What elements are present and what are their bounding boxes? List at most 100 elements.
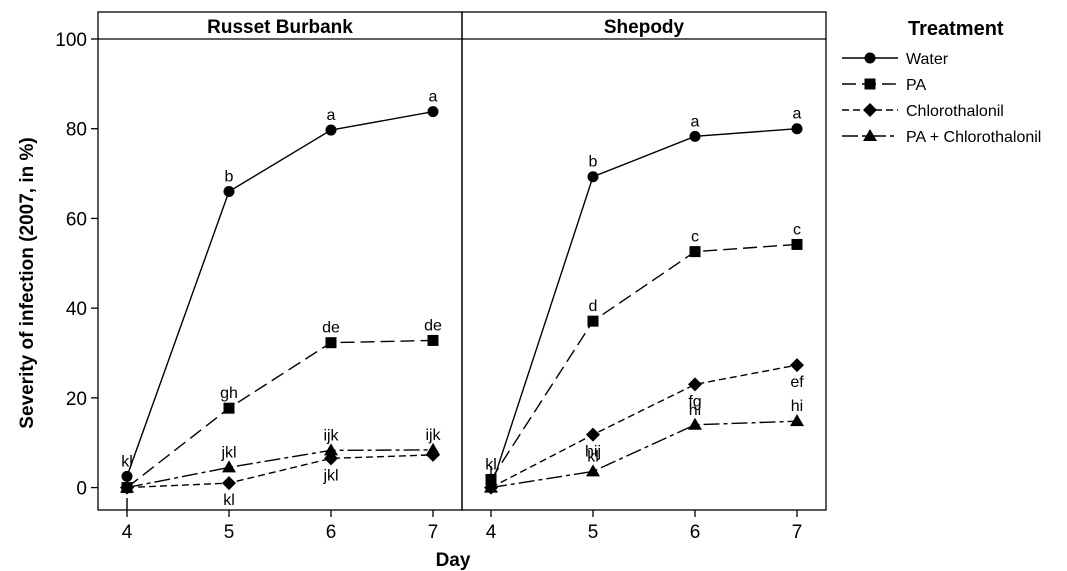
y-axis: 0 20 40 60 80 100 [55, 30, 98, 500]
data-label: kl [223, 492, 235, 509]
x-tick-label: 7 [428, 522, 439, 543]
legend-marker [864, 78, 876, 90]
data-point-water [223, 186, 235, 198]
data-point-pa [325, 337, 337, 349]
data-point-pa-chlorothalonil [324, 443, 338, 456]
panel-frame [461, 11, 827, 511]
data-point-pa-chlorothalonil [688, 417, 702, 430]
x-tick-label: 4 [486, 522, 497, 543]
panels: Russet Burbank 4 5 6 7 Shepody 4 5 6 7 [97, 11, 827, 543]
data-point-chlorothalonil [222, 476, 236, 491]
series-line-pa-chlorothalonil [126, 449, 434, 489]
data-label: b [589, 154, 598, 171]
x-tick-label: 5 [588, 522, 599, 543]
data-point-water [325, 124, 337, 136]
data-label: kl [485, 456, 497, 473]
data-label: kl [121, 453, 133, 470]
data-label: de [424, 317, 442, 334]
y-tick-label: 40 [66, 299, 87, 320]
series-line-pa-chlorothalonil [490, 420, 798, 489]
legend-marker [864, 52, 876, 64]
legend: Treatment Water PA Chlorothalonil PA + Chlo… [842, 18, 1041, 146]
series-chlorothalonil: l kl jkl [120, 447, 440, 514]
panel-title-shepody: Shepody [604, 17, 685, 38]
data-point-pa-chlorothalonil [120, 480, 134, 493]
data-label: jkl [220, 444, 236, 461]
data-label: c [691, 229, 699, 246]
data-label: hi [689, 402, 701, 419]
series-water: b a a [485, 106, 803, 494]
data-point-pa [587, 315, 599, 327]
legend-label: PA [906, 77, 926, 94]
data-label: d [589, 298, 598, 315]
y-tick-label: 80 [66, 120, 87, 141]
x-tick-label: 5 [224, 522, 235, 543]
legend-item-chlorothalonil: Chlorothalonil [842, 103, 1004, 120]
y-tick-label: 60 [66, 209, 87, 230]
series-pa: kl d c c [485, 221, 803, 485]
legend-label: PA + Chlorothalonil [906, 129, 1041, 146]
x-tick-label: 7 [792, 522, 803, 543]
series-line-water [490, 128, 798, 488]
legend-marker [863, 103, 877, 117]
data-label: ef [790, 374, 804, 391]
data-point-water [121, 470, 133, 482]
data-point-water [587, 171, 599, 183]
series-line-chlorothalonil [490, 364, 798, 489]
data-point-water [427, 106, 439, 118]
panel-shepody: Shepody 4 5 6 7 [461, 11, 827, 543]
x-tick-label: 6 [690, 522, 701, 543]
data-point-water [689, 130, 701, 142]
x-tick-label: 4 [122, 522, 133, 543]
y-tick-label: 20 [66, 389, 87, 410]
data-label: hij [585, 444, 601, 461]
x-axis-title: Day [436, 550, 471, 571]
data-point-chlorothalonil [586, 427, 600, 442]
data-label: ijk [425, 427, 441, 444]
data-point-pa [689, 246, 701, 258]
data-label: kl [587, 448, 599, 465]
data-point-pa-chlorothalonil [586, 464, 600, 477]
legend-item-pa-chlorothalonil: PA + Chlorothalonil [842, 129, 1041, 146]
data-label: l [125, 497, 129, 514]
legend-label: Chlorothalonil [906, 103, 1004, 120]
panel-frame [97, 11, 463, 511]
x-tick-label: 6 [326, 522, 337, 543]
series-line-chlorothalonil [126, 454, 434, 489]
data-label: fg [688, 393, 701, 410]
series-line-water [126, 110, 434, 477]
data-point-water [791, 123, 803, 135]
series-pa-chlorothalonil: jkl ijk ijk [120, 427, 442, 493]
data-label: b [225, 169, 234, 186]
legend-label: Water [906, 51, 949, 68]
legend-item-pa: PA [842, 77, 926, 94]
data-label: hi [791, 398, 803, 415]
data-point-pa [427, 334, 439, 346]
data-label: c [793, 221, 801, 238]
legend-item-water: Water [842, 51, 949, 68]
legend-title: Treatment [908, 18, 1004, 40]
y-tick-label: 100 [55, 30, 87, 51]
legend-marker [863, 129, 877, 141]
series-line-pa [490, 243, 798, 480]
data-label: a [327, 107, 336, 124]
data-label: de [322, 320, 340, 337]
data-label: a [429, 89, 438, 106]
series-water: kl b a a [121, 89, 439, 482]
y-tick-label: 0 [76, 479, 87, 500]
data-label: a [691, 113, 700, 130]
panel-title-russet-burbank: Russet Burbank [207, 17, 353, 38]
series-line-pa [126, 339, 434, 489]
data-label: gh [220, 385, 238, 402]
series-chlorothalonil: hij fg ef [484, 358, 804, 495]
data-point-pa-chlorothalonil [484, 480, 498, 493]
data-point-pa-chlorothalonil [222, 460, 236, 473]
panel-russet-burbank: Russet Burbank 4 5 6 7 [97, 11, 463, 543]
data-point-pa [485, 473, 497, 485]
data-point-pa-chlorothalonil [426, 442, 440, 455]
data-label: jkl [322, 467, 338, 484]
data-point-pa [223, 402, 235, 414]
